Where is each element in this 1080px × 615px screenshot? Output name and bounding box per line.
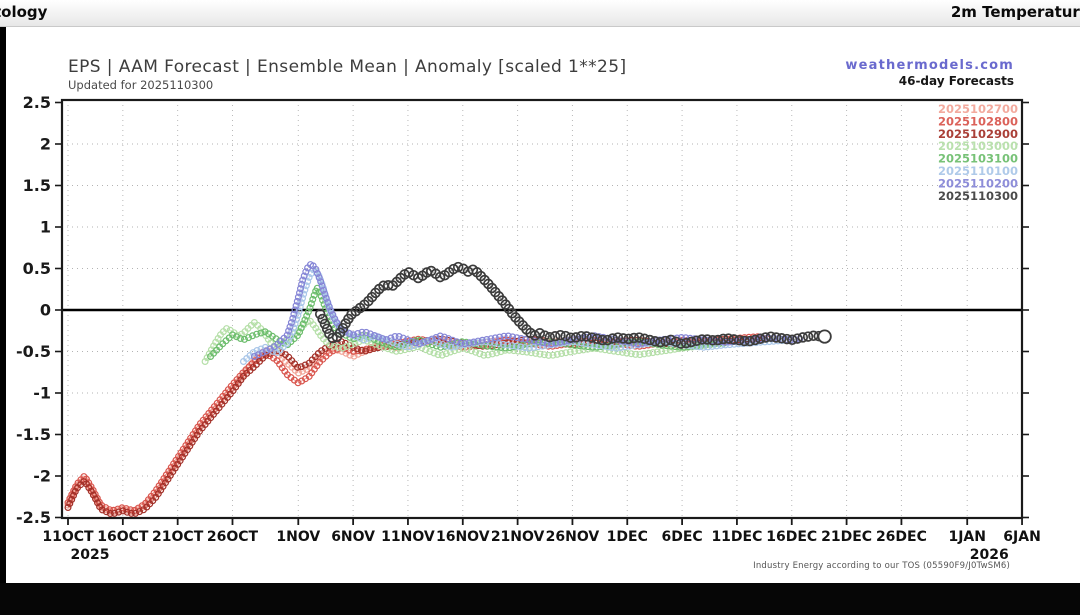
series-2025110300 — [314, 261, 832, 349]
svg-text:-2: -2 — [33, 467, 51, 486]
svg-text:21NOV: 21NOV — [491, 529, 545, 545]
series-2025102900 — [64, 334, 771, 518]
bottom-black-bar — [0, 583, 1080, 615]
svg-text:6NOV: 6NOV — [331, 529, 375, 545]
svg-text:26OCT: 26OCT — [207, 529, 259, 545]
svg-text:2025110100: 2025110100 — [938, 164, 1018, 178]
top-bar-right-label: 2m Temperature — [950, 3, 1080, 21]
svg-text:21DEC: 21DEC — [821, 529, 872, 545]
watermark-text: Industry Energy according to our TOS (05… — [753, 561, 1010, 571]
svg-text:1: 1 — [40, 218, 51, 237]
svg-text:-2.5: -2.5 — [16, 508, 51, 527]
svg-text:1JAN: 1JAN — [948, 529, 986, 545]
svg-text:21OCT: 21OCT — [152, 529, 204, 545]
svg-text:2025: 2025 — [71, 547, 110, 563]
svg-text:16DEC: 16DEC — [766, 529, 817, 545]
svg-text:2: 2 — [40, 135, 51, 154]
svg-text:0.5: 0.5 — [23, 259, 51, 278]
svg-text:6JAN: 6JAN — [1003, 529, 1041, 545]
y-axis: 2.5 2 1.5 1 0.5 0 -0.5 -1 -1.5 -2 -2.5 — [16, 93, 1029, 527]
svg-text:2.5: 2.5 — [23, 93, 51, 112]
svg-text:-0.5: -0.5 — [16, 342, 51, 361]
svg-text:0: 0 — [40, 301, 51, 320]
svg-text:1.5: 1.5 — [23, 176, 51, 195]
top-bar-left-label: tology — [0, 3, 48, 21]
svg-text:1NOV: 1NOV — [276, 529, 320, 545]
svg-text:1DEC: 1DEC — [607, 529, 648, 545]
svg-text:11OCT: 11OCT — [42, 529, 94, 545]
svg-text:-1: -1 — [33, 384, 51, 403]
svg-text:2025110200: 2025110200 — [938, 176, 1018, 190]
svg-text:2025102900: 2025102900 — [938, 127, 1018, 141]
brand-block: weathermodels.com 46-day Forecasts — [845, 58, 1014, 88]
svg-text:11DEC: 11DEC — [711, 529, 762, 545]
svg-text:2025102800: 2025102800 — [938, 114, 1018, 128]
legend: 2025102700202510280020251029002025103000… — [938, 102, 1018, 203]
top-bar: tology 2m Temperature — [0, 0, 1080, 27]
chart-title: EPS | AAM Forecast | Ensemble Mean | Ano… — [68, 57, 627, 77]
svg-text:26NOV: 26NOV — [546, 529, 600, 545]
series-2025102800 — [64, 333, 762, 514]
svg-text:6DEC: 6DEC — [661, 529, 702, 545]
svg-text:2025103000: 2025103000 — [938, 139, 1018, 153]
chart-subtitle: Updated for 2025110300 — [68, 78, 214, 92]
svg-text:2025103100: 2025103100 — [938, 152, 1018, 166]
svg-text:2025110300: 2025110300 — [938, 189, 1018, 203]
series-2025102700 — [64, 335, 749, 516]
brand-subtitle: 46-day Forecasts — [898, 74, 1014, 88]
plot-border — [60, 98, 1024, 520]
svg-text:16OCT: 16OCT — [97, 529, 149, 545]
svg-text:26DEC: 26DEC — [876, 529, 927, 545]
svg-text:11NOV: 11NOV — [381, 529, 435, 545]
svg-text:-1.5: -1.5 — [16, 425, 51, 444]
svg-text:16NOV: 16NOV — [436, 529, 490, 545]
x-axis: 11OCT 2025 16OCT 21OCT 26OCT 1NOV 6NOV 11NOV 16N… — [42, 518, 1041, 563]
svg-text:2025102700: 2025102700 — [938, 102, 1018, 116]
left-black-edge — [0, 27, 6, 583]
svg-text:2026: 2026 — [970, 547, 1009, 563]
brand-link: weathermodels.com — [845, 58, 1014, 73]
